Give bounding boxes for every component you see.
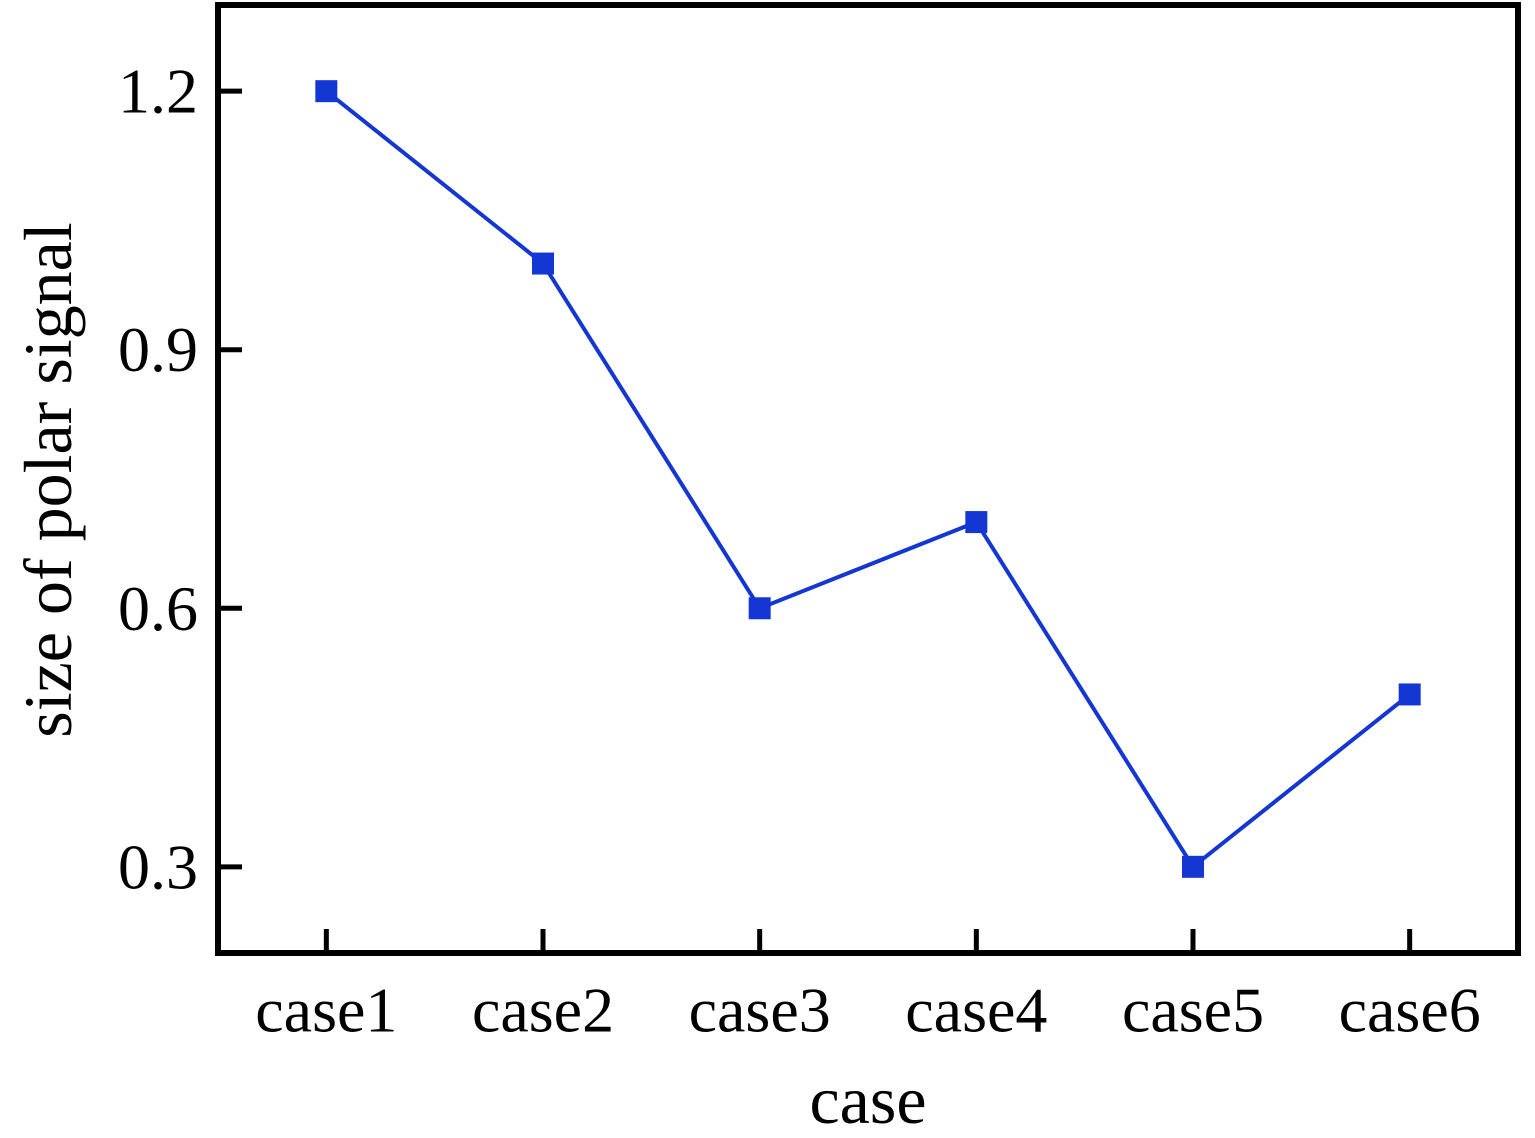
data-point-marker	[315, 80, 338, 103]
y-tick-label: 0.6	[118, 573, 198, 644]
y-tick-label: 0.3	[118, 831, 198, 902]
y-tick-label: 1.2	[118, 56, 198, 127]
data-point-marker	[965, 511, 988, 534]
x-tick-label: case3	[689, 975, 831, 1046]
plot-border	[215, 2, 1521, 956]
x-tick-label: case5	[1122, 975, 1264, 1046]
data-point-marker	[748, 597, 771, 620]
data-point-marker	[1182, 855, 1204, 878]
data-point-marker	[532, 252, 554, 275]
y-tick-label: 0.9	[118, 314, 198, 385]
x-tick-label: case4	[905, 975, 1047, 1046]
y-axis-title: size of polar signal	[10, 222, 86, 738]
data-point-marker	[1398, 683, 1421, 706]
x-tick-label: case1	[255, 975, 397, 1046]
x-tick-label: case6	[1339, 975, 1481, 1046]
data-line	[325, 89, 1411, 870]
x-axis-title: case	[809, 1062, 927, 1138]
x-tick-label: case2	[472, 975, 614, 1046]
